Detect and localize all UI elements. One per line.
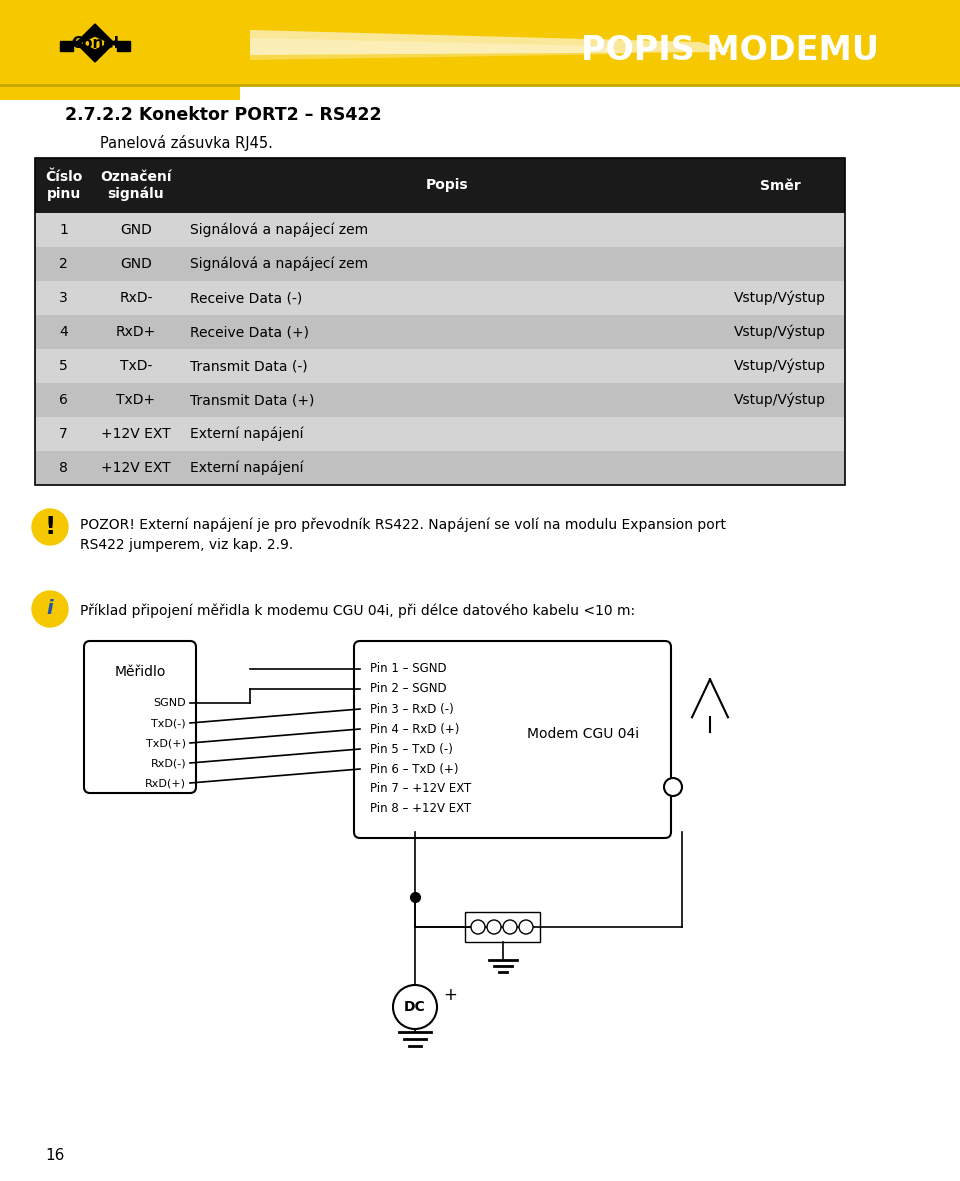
Text: Externí napájení: Externí napájení bbox=[190, 461, 303, 475]
Text: DC: DC bbox=[404, 1000, 426, 1014]
Bar bbox=[35, 158, 845, 485]
Text: Transmit Data (-): Transmit Data (-) bbox=[190, 359, 307, 373]
Text: TxD(+): TxD(+) bbox=[146, 738, 186, 748]
Text: 2.7.2.2 Konektor PORT2 – RS422: 2.7.2.2 Konektor PORT2 – RS422 bbox=[65, 106, 382, 124]
Text: Panelová zásuvka RJ45.: Panelová zásuvka RJ45. bbox=[100, 135, 273, 151]
Text: 8: 8 bbox=[60, 461, 68, 475]
Polygon shape bbox=[73, 24, 117, 46]
Text: RxD-: RxD- bbox=[119, 291, 153, 305]
Circle shape bbox=[471, 920, 485, 934]
Circle shape bbox=[393, 985, 437, 1029]
Text: TxD+: TxD+ bbox=[116, 393, 156, 407]
Circle shape bbox=[32, 509, 68, 544]
Text: Receive Data (+): Receive Data (+) bbox=[190, 325, 309, 339]
Text: i: i bbox=[47, 600, 54, 619]
Text: Pin 6 – TxD (+): Pin 6 – TxD (+) bbox=[370, 763, 459, 776]
Text: Popis: Popis bbox=[426, 178, 468, 193]
Polygon shape bbox=[73, 40, 117, 61]
Text: Pin 2 – SGND: Pin 2 – SGND bbox=[370, 683, 446, 696]
Bar bbox=[35, 383, 845, 417]
Text: +12V EXT: +12V EXT bbox=[101, 428, 171, 441]
Bar bbox=[35, 213, 845, 247]
Text: Pin 7 – +12V EXT: Pin 7 – +12V EXT bbox=[370, 783, 471, 796]
Text: Transmit Data (+): Transmit Data (+) bbox=[190, 393, 314, 407]
Bar bbox=[35, 417, 845, 451]
Text: Příklad připojení měřidla k modemu CGU 04i, při délce datového kabelu <10 m:: Příklad připojení měřidla k modemu CGU 0… bbox=[80, 603, 636, 618]
Text: 1: 1 bbox=[60, 223, 68, 237]
Text: 16: 16 bbox=[45, 1148, 64, 1163]
Circle shape bbox=[32, 590, 68, 627]
Text: !: ! bbox=[44, 515, 56, 539]
Text: Pin 4 – RxD (+): Pin 4 – RxD (+) bbox=[370, 723, 460, 736]
Text: 5: 5 bbox=[60, 359, 68, 373]
Polygon shape bbox=[60, 41, 73, 51]
Text: Receive Data (-): Receive Data (-) bbox=[190, 291, 302, 305]
Text: GND: GND bbox=[120, 223, 152, 237]
Text: Měřidlo: Měřidlo bbox=[114, 665, 166, 679]
Bar bbox=[35, 350, 845, 383]
Text: Modem CGU 04i: Modem CGU 04i bbox=[527, 727, 638, 742]
Text: 3: 3 bbox=[60, 291, 68, 305]
Bar bbox=[35, 247, 845, 281]
FancyBboxPatch shape bbox=[84, 641, 196, 792]
Circle shape bbox=[487, 920, 501, 934]
FancyBboxPatch shape bbox=[354, 641, 671, 839]
Text: Vstup/Výstup: Vstup/Výstup bbox=[734, 359, 826, 373]
Bar bbox=[35, 315, 845, 350]
Bar bbox=[35, 451, 845, 485]
Text: RxD(-): RxD(-) bbox=[151, 758, 186, 768]
Text: Pin 1 – SGND: Pin 1 – SGND bbox=[370, 663, 446, 676]
Text: POPIS MODEMU: POPIS MODEMU bbox=[581, 33, 879, 66]
Text: Signálová a napájecí zem: Signálová a napájecí zem bbox=[190, 223, 368, 237]
Text: GND: GND bbox=[120, 257, 152, 270]
Text: RxD(+): RxD(+) bbox=[145, 778, 186, 788]
Text: SGND: SGND bbox=[154, 698, 186, 707]
Text: 4: 4 bbox=[60, 325, 68, 339]
Circle shape bbox=[664, 778, 682, 796]
Bar bbox=[35, 158, 845, 213]
Text: Vstup/Výstup: Vstup/Výstup bbox=[734, 325, 826, 339]
Text: Signálová a napájecí zem: Signálová a napájecí zem bbox=[190, 256, 368, 272]
Bar bbox=[35, 281, 845, 315]
Text: Pin 5 – TxD (-): Pin 5 – TxD (-) bbox=[370, 743, 453, 756]
Text: RxD+: RxD+ bbox=[116, 325, 156, 339]
Text: TxD(-): TxD(-) bbox=[152, 718, 186, 727]
Text: 6: 6 bbox=[60, 393, 68, 407]
Circle shape bbox=[503, 920, 517, 934]
Text: +12V EXT: +12V EXT bbox=[101, 461, 171, 475]
Text: TxD-: TxD- bbox=[120, 359, 153, 373]
Text: Směr: Směr bbox=[759, 178, 801, 193]
Polygon shape bbox=[250, 30, 730, 56]
Text: Pin 8 – +12V EXT: Pin 8 – +12V EXT bbox=[370, 803, 471, 816]
Text: POZOR! Externí napájení je pro převodník RS422. Napájení se volí na modulu Expan: POZOR! Externí napájení je pro převodník… bbox=[80, 518, 726, 552]
Text: Externí napájení: Externí napájení bbox=[190, 426, 303, 442]
Text: 7: 7 bbox=[60, 428, 68, 441]
Bar bbox=[0, 0, 960, 85]
Text: Vstup/Výstup: Vstup/Výstup bbox=[734, 393, 826, 407]
Circle shape bbox=[519, 920, 533, 934]
Text: Vstup/Výstup: Vstup/Výstup bbox=[734, 291, 826, 305]
Polygon shape bbox=[117, 41, 130, 51]
Text: Číslo
pinu: Číslo pinu bbox=[45, 170, 83, 201]
Text: +: + bbox=[443, 986, 457, 1004]
Polygon shape bbox=[250, 38, 630, 60]
Text: Označení
signálu: Označení signálu bbox=[100, 170, 172, 201]
Bar bbox=[465, 912, 540, 942]
Text: Conel: Conel bbox=[71, 37, 119, 52]
Text: Pin 3 – RxD (-): Pin 3 – RxD (-) bbox=[370, 703, 454, 716]
Text: 2: 2 bbox=[60, 257, 68, 270]
FancyBboxPatch shape bbox=[0, 0, 240, 100]
